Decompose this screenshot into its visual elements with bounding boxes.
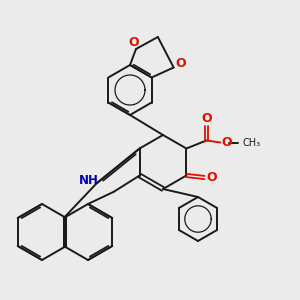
Text: O: O [129, 37, 139, 50]
Text: CH₃: CH₃ [242, 137, 260, 148]
Text: O: O [175, 57, 186, 70]
Text: O: O [206, 171, 217, 184]
Text: NH: NH [79, 174, 99, 187]
Text: O: O [221, 136, 232, 149]
Text: O: O [201, 112, 212, 125]
